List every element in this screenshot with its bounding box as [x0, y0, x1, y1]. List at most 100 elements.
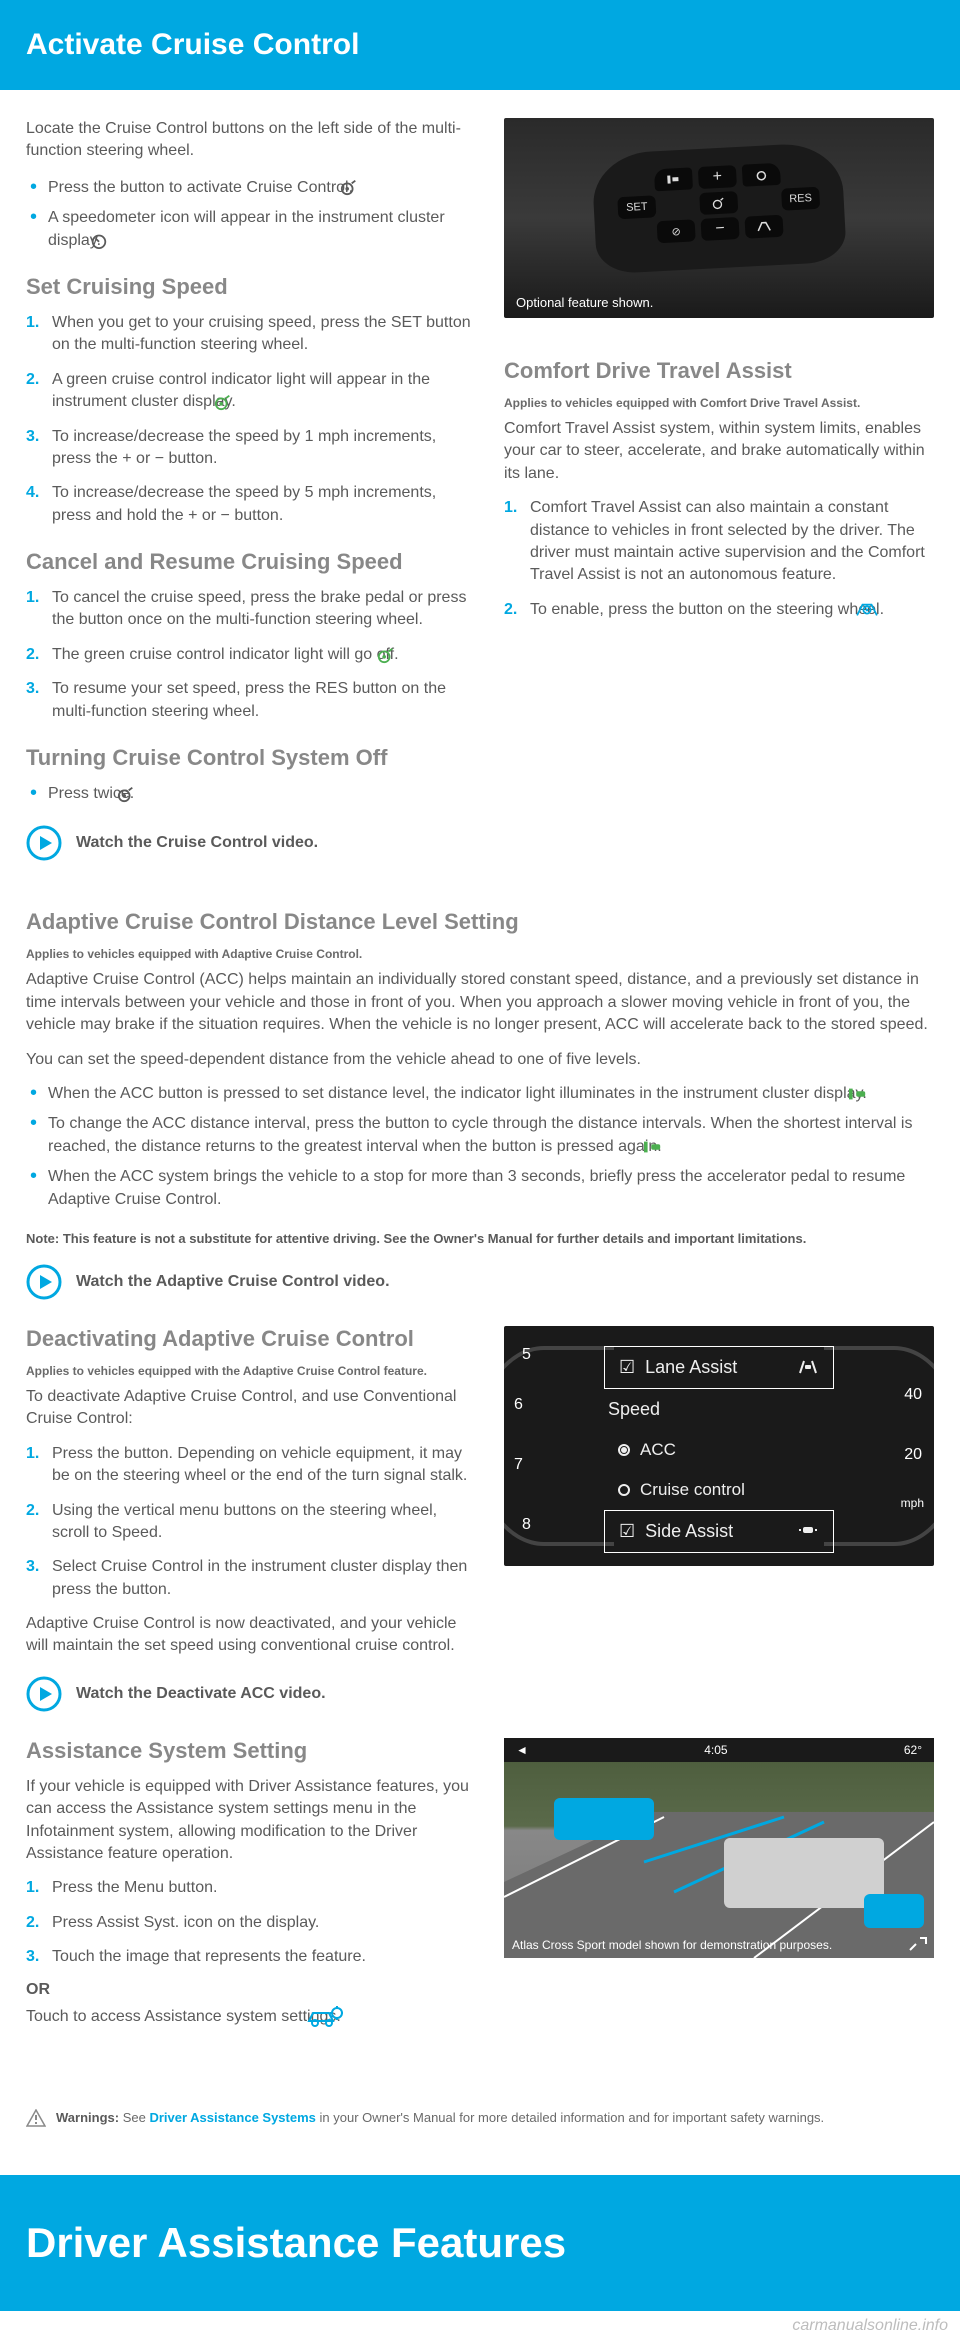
- assist-item-3: Touch the image that represents the feat…: [26, 1946, 472, 1968]
- cancel-item-3: To resume your set speed, press the RES …: [26, 678, 472, 723]
- gauge-num: 20: [904, 1446, 922, 1464]
- acc-bullet-1: When the ACC button is pressed to set di…: [26, 1083, 934, 1105]
- assist-or: OR: [26, 1981, 472, 1999]
- back-icon: ◄: [516, 1743, 528, 1757]
- video-link-acc[interactable]: Watch the Adaptive Cruise Control video.: [26, 1264, 934, 1300]
- blue-car-1: [554, 1798, 654, 1840]
- video-link-label: Watch the Cruise Control video.: [76, 834, 318, 852]
- cancel-resume-heading: Cancel and Resume Cruising Speed: [26, 549, 472, 575]
- deact-item-2: Using the vertical menu buttons on the s…: [26, 1500, 472, 1545]
- check-icon: ☑: [619, 1521, 635, 1542]
- radio-off-icon: [618, 1484, 630, 1496]
- cruise-icon: [710, 196, 727, 211]
- dash-menu-lane-assist: ☑ Lane Assist: [604, 1346, 834, 1389]
- video-link-label: Watch the Adaptive Cruise Control video.: [76, 1273, 390, 1291]
- deactivate-right: 5 6 7 8 40 20 mph ☑ Lane Assist Speed: [504, 1326, 934, 1738]
- dash-menu-cruise: Cruise control: [604, 1470, 834, 1510]
- activate-bullets: Press the button to activate Cruise Cont…: [26, 177, 472, 252]
- deactivate-intro: To deactivate Adaptive Cruise Control, a…: [26, 1386, 472, 1431]
- assist-time: 4:05: [704, 1743, 727, 1757]
- watermark: carmanualsonline.info: [0, 2311, 960, 2347]
- assistance-photo: ◄ 4:05 62° Atlas Cross Sport model shown…: [504, 1738, 934, 1958]
- set-speed-item-3: To increase/decrease the speed by 1 mph …: [26, 426, 472, 471]
- acc-heading: Adaptive Cruise Control Distance Level S…: [26, 909, 934, 935]
- acc-bullet-2: To change the ACC distance interval, pre…: [26, 1113, 934, 1158]
- activate-bullet-1: Press the button to activate Cruise Cont…: [26, 177, 472, 199]
- cruise-icon: [753, 168, 770, 181]
- gauge-num: 40: [904, 1386, 922, 1404]
- assist-icon: [756, 220, 773, 233]
- assist-left: Assistance System Setting If your vehicl…: [26, 1738, 472, 2041]
- video-link-deactivate[interactable]: Watch the Deactivate ACC video.: [26, 1676, 472, 1712]
- set-speed-list: When you get to your cruising speed, pre…: [26, 312, 472, 527]
- play-icon: [26, 1264, 62, 1300]
- comfort-body: Comfort Travel Assist system, within sys…: [504, 418, 934, 485]
- set-speed-heading: Set Cruising Speed: [26, 274, 472, 300]
- check-icon: ☑: [619, 1357, 635, 1378]
- cancel-item-1: To cancel the cruise speed, press the br…: [26, 587, 472, 632]
- assist-photo-topbar: ◄ 4:05 62°: [504, 1738, 934, 1762]
- comfort-applies: Applies to vehicles equipped with Comfor…: [504, 396, 934, 410]
- page-footer-bar: Driver Assistance Features: [0, 2175, 960, 2311]
- deactivate-heading: Deactivating Adaptive Cruise Control: [26, 1326, 472, 1352]
- minus-button-graphic: −: [701, 217, 740, 241]
- assist-right: ◄ 4:05 62° Atlas Cross Sport model shown…: [504, 1738, 934, 2041]
- warning-triangle-icon: [26, 2109, 46, 2127]
- video-link-label: Watch the Deactivate ACC video.: [76, 1685, 326, 1703]
- assist-touch: Touch to access Assistance system settin…: [26, 2005, 472, 2029]
- steering-wheel-photo: SET RES + − ⊘: [504, 118, 934, 318]
- gauge-unit: mph: [901, 1496, 924, 1510]
- dashboard-photo: 5 6 7 8 40 20 mph ☑ Lane Assist Speed: [504, 1326, 934, 1566]
- radio-on-icon: [618, 1444, 630, 1456]
- upper-right-column: SET RES + − ⊘: [504, 118, 934, 887]
- cancel-item-2: The green cruise control indicator light…: [26, 644, 472, 666]
- acc-bullet-3: When the ACC system brings the vehicle t…: [26, 1166, 934, 1211]
- speedometer-icon: [88, 231, 110, 249]
- comfort-heading: Comfort Drive Travel Assist: [504, 358, 934, 384]
- deactivate-two-column: Deactivating Adaptive Cruise Control App…: [26, 1326, 934, 1738]
- dash-menu-acc: ACC: [604, 1430, 834, 1470]
- left-gauge: [504, 1346, 614, 1546]
- acc-note: Note: This feature is not a substitute f…: [26, 1231, 934, 1246]
- gauge-num: 6: [514, 1396, 523, 1414]
- expand-icon: [908, 1936, 928, 1952]
- acc-distance-icon: [847, 1085, 869, 1103]
- footer-title: Driver Assistance Features: [26, 2219, 934, 2267]
- dash-menu: ☑ Lane Assist Speed ACC Cruise control: [604, 1346, 834, 1553]
- silver-car: [724, 1838, 884, 1908]
- gauge-num: 5: [522, 1346, 531, 1364]
- lane-assist-icon: [797, 1359, 819, 1375]
- upper-left-column: Locate the Cruise Control buttons on the…: [26, 118, 472, 887]
- green-cruise-icon: [375, 646, 397, 664]
- steering-controls-graphic: SET RES + − ⊘: [591, 142, 847, 275]
- center-button-graphic: [699, 191, 738, 215]
- res-button-graphic: RES: [781, 187, 820, 211]
- assist-item-1: Press the Menu button.: [26, 1877, 472, 1899]
- top-right-btn-graphic: [742, 163, 781, 187]
- cancel-resume-list: To cancel the cruise speed, press the br…: [26, 587, 472, 723]
- bottom-left-btn-graphic: ⊘: [657, 219, 696, 243]
- acc-body1: Adaptive Cruise Control (ACC) helps main…: [26, 969, 934, 1036]
- intro-text: Locate the Cruise Control buttons on the…: [26, 118, 472, 163]
- comfort-item-2: To enable, press the button on the steer…: [504, 599, 934, 621]
- dash-menu-speed: Speed: [604, 1389, 834, 1430]
- warnings-text: Warnings: See Driver Assistance Systems …: [56, 2110, 824, 2125]
- video-link-cruise[interactable]: Watch the Cruise Control video.: [26, 825, 472, 861]
- bottom-right-btn-graphic: [744, 215, 783, 239]
- photo-caption: Optional feature shown.: [516, 295, 653, 310]
- car-settings-icon: [303, 2005, 343, 2029]
- deact-item-3: Select Cruise Control in the instrument …: [26, 1556, 472, 1601]
- dash-menu-side-assist: ☑ Side Assist: [604, 1510, 834, 1553]
- blue-car-2: [864, 1894, 924, 1928]
- set-button-graphic: SET: [617, 195, 656, 219]
- page-root: Activate Cruise Control Locate the Cruis…: [0, 0, 960, 2347]
- acc-distance-icon: [666, 173, 681, 186]
- play-icon: [26, 825, 62, 861]
- acc-applies: Applies to vehicles equipped with Adapti…: [26, 947, 934, 961]
- set-speed-item-4: To increase/decrease the speed by 5 mph …: [26, 482, 472, 527]
- deactivate-outro: Adaptive Cruise Control is now deactivat…: [26, 1613, 472, 1658]
- deact-item-1: Press the button. Depending on vehicle e…: [26, 1443, 472, 1488]
- warnings-bar: Warnings: See Driver Assistance Systems …: [26, 2091, 934, 2145]
- page-title: Activate Cruise Control: [26, 28, 934, 62]
- warnings-link[interactable]: Driver Assistance Systems: [149, 2110, 315, 2125]
